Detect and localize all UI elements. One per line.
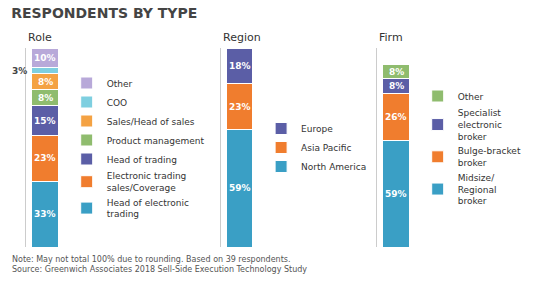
- svg-text:59%: 59%: [229, 183, 251, 193]
- svg-text:Bulge-bracketbroker: Bulge-bracketbroker: [458, 146, 521, 168]
- svg-text:Europe: Europe: [301, 124, 333, 134]
- svg-text:10%: 10%: [34, 53, 56, 63]
- svg-text:Note: May not total 100% due t: Note: May not total 100% due to rounding…: [12, 255, 307, 274]
- svg-text:Asia Pacific: Asia Pacific: [301, 143, 351, 153]
- svg-text:23%: 23%: [34, 153, 56, 163]
- svg-text:8%: 8%: [389, 67, 404, 77]
- svg-text:Head of electronictrading: Head of electronictrading: [107, 198, 189, 220]
- svg-text:8%: 8%: [389, 81, 404, 91]
- svg-text:Sales/Head of sales: Sales/Head of sales: [107, 117, 195, 127]
- svg-text:COO: COO: [107, 98, 127, 108]
- svg-text:26%: 26%: [385, 112, 407, 122]
- svg-text:Midsize/Regionalbroker: Midsize/Regionalbroker: [458, 173, 497, 206]
- svg-text:North America: North America: [301, 162, 366, 172]
- svg-text:8%: 8%: [38, 93, 53, 103]
- svg-text:RESPONDENTS BY TYPE: RESPONDENTS BY TYPE: [11, 5, 197, 21]
- svg-text:33%: 33%: [34, 209, 56, 219]
- svg-text:23%: 23%: [229, 102, 251, 112]
- svg-text:Other: Other: [107, 79, 133, 89]
- svg-text:Role: Role: [28, 31, 52, 44]
- svg-text:59%: 59%: [385, 189, 407, 199]
- svg-text:15%: 15%: [34, 116, 56, 126]
- svg-text:Specialistelectronicbroker: Specialistelectronicbroker: [458, 108, 502, 141]
- svg-text:Electronic tradingsales/Covera: Electronic tradingsales/Coverage: [107, 171, 187, 193]
- svg-text:Head of trading: Head of trading: [107, 155, 177, 165]
- svg-text:Firm: Firm: [379, 31, 403, 44]
- svg-text:Other: Other: [458, 92, 484, 102]
- svg-text:Region: Region: [223, 31, 261, 44]
- svg-text:8%: 8%: [38, 77, 53, 87]
- svg-text:18%: 18%: [229, 61, 251, 71]
- svg-text:Product management: Product management: [107, 136, 205, 146]
- svg-text:3%: 3%: [12, 66, 27, 76]
